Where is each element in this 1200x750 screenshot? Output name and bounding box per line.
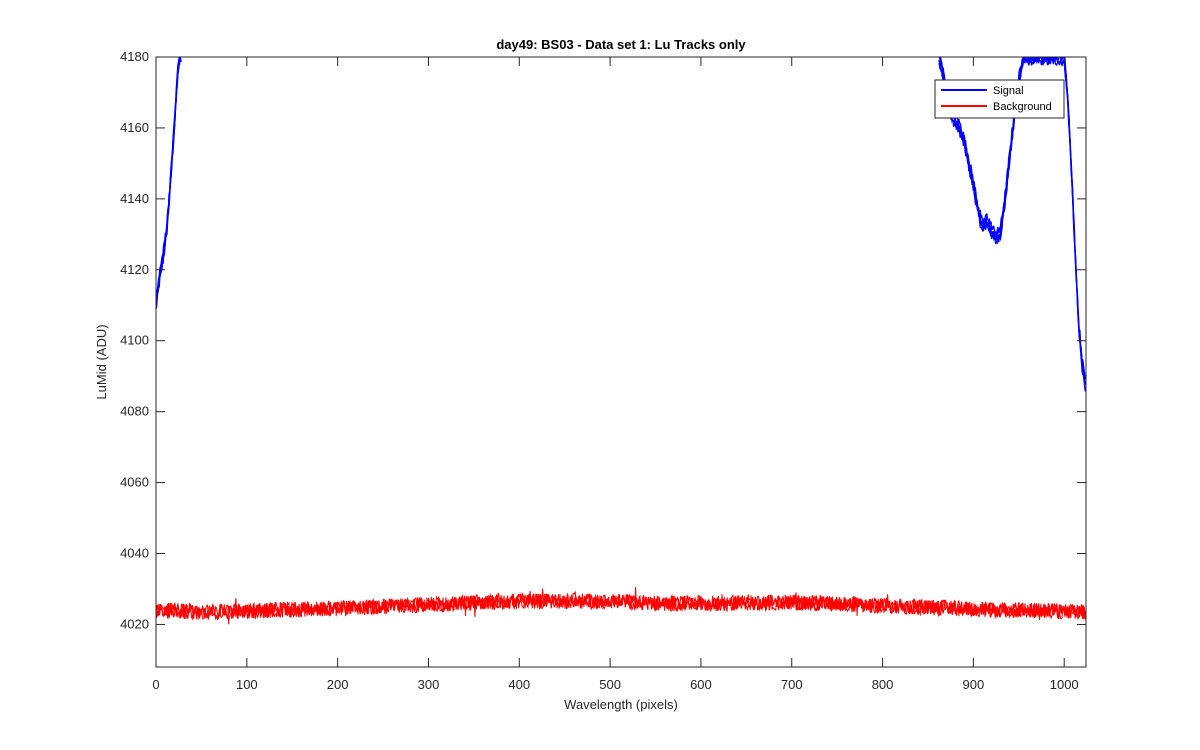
x-tick-label: 700 [781, 677, 803, 692]
legend-box [934, 79, 1065, 119]
y-tick-label: 4080 [120, 404, 149, 419]
x-tick-label: 800 [872, 677, 894, 692]
ticks-layer: 0 100 200 300 400 500 600 700 800 900 1000 4020 4040… [120, 49, 1086, 692]
x-tick-label: 300 [418, 677, 440, 692]
series-layer [156, 57, 1086, 625]
legend-label-background: Background [993, 101, 1052, 113]
x-tick-label: 100 [236, 677, 258, 692]
y-tick-label: 4180 [120, 49, 149, 64]
x-axis-label: Wavelength (pixels) [564, 697, 678, 712]
x-tick-label: 900 [963, 677, 985, 692]
y-tick-label: 4100 [120, 333, 149, 348]
y-tick-label: 4020 [120, 616, 149, 631]
chart-title: day49: BS03 - Data set 1: Lu Tracks only [496, 37, 746, 52]
y-tick-label: 4040 [120, 546, 149, 561]
y-tick-label: 4160 [120, 120, 149, 135]
x-tick-label: 500 [599, 677, 621, 692]
x-tick-label: 400 [508, 677, 530, 692]
x-tick-label: 0 [152, 677, 159, 692]
x-tick-label: 200 [327, 677, 349, 692]
plot-area [156, 57, 1086, 667]
background-line [156, 592, 1086, 621]
legend: Signal Background [934, 79, 1065, 119]
signal-line [156, 57, 180, 299]
y-axis-label: LuMid (ADU) [94, 324, 109, 399]
x-tick-label: 600 [690, 677, 712, 692]
x-tick-label: 1000 [1050, 677, 1079, 692]
y-tick-label: 4120 [120, 262, 149, 277]
plot-frame [155, 56, 1087, 668]
signal-line [938, 57, 1086, 380]
legend-label-signal: Signal [993, 85, 1024, 97]
y-tick-label: 4140 [120, 191, 149, 206]
y-tick-label: 4060 [120, 475, 149, 490]
